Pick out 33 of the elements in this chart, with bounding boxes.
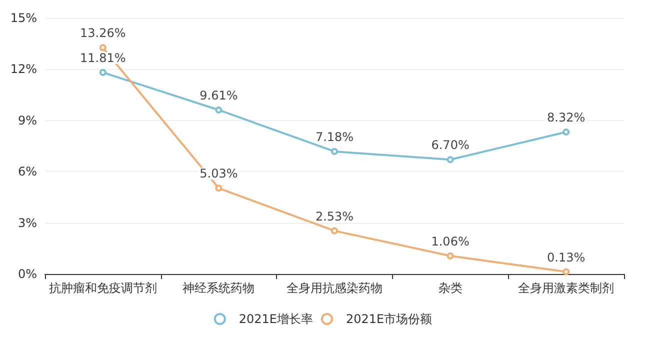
point [215,184,222,192]
data-label: 1.06% [431,234,470,248]
data-label: 9.61% [200,88,238,102]
data-label: 2.53% [315,209,354,224]
x-tick-label: 全身用激素类制剂 [518,281,614,295]
y-tick-label: 15% [10,11,37,25]
point [562,128,570,136]
data-label: 5.03% [200,166,238,181]
data-label: 0.13% [547,250,586,264]
point [99,68,106,76]
point [215,106,222,114]
point [99,44,106,52]
point [331,148,338,155]
x-tick-label: 抗肿瘤和免疫调节剂 [48,281,157,295]
y-tick-label: 3% [18,216,37,230]
legend-label: 2021E市场份额 [346,312,432,326]
point [446,252,454,260]
legend-label: 2021E增长率 [238,312,314,326]
x-tick-label: 杂类 [438,281,462,295]
x-tick-label: 全身用抗感染药物 [286,281,382,295]
x-tick-label: 神经系统药物 [182,281,255,295]
y-tick-label: 0% [18,267,37,281]
data-label: 8.32% [547,110,586,125]
y-tick-label: 6% [18,164,37,179]
point [446,156,454,164]
data-label: 13.26% [80,26,126,40]
data-label: 11.81% [80,50,126,65]
data-label: 6.70% [431,138,470,152]
data-label: 7.18% [315,130,354,144]
point [331,227,338,234]
point [562,268,570,276]
y-tick-label: 9% [18,113,37,128]
y-tick-label: 12% [10,62,37,76]
